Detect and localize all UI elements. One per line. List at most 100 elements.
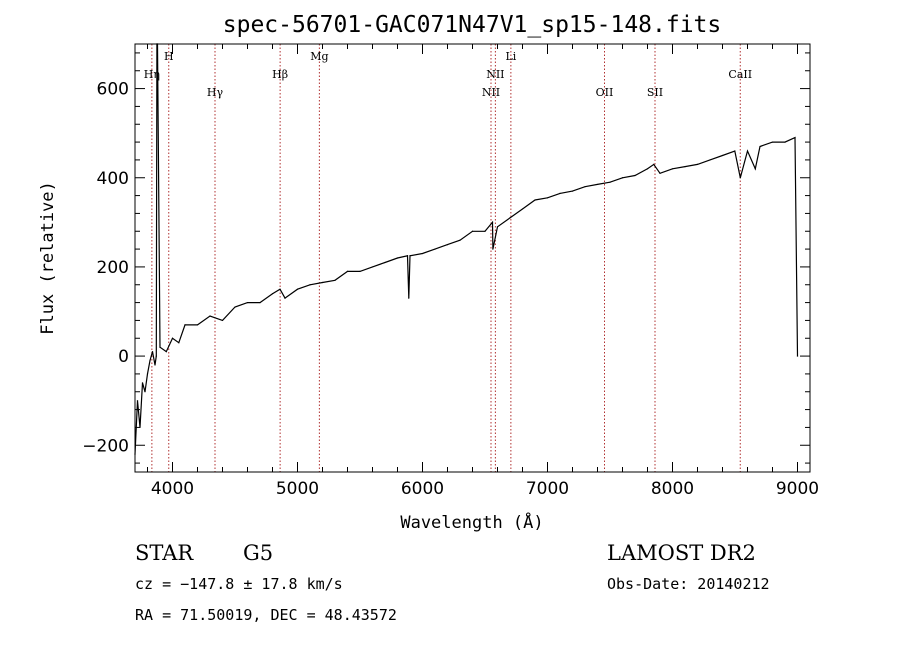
data-point <box>371 266 374 268</box>
data-point <box>334 279 336 281</box>
data-point <box>234 306 236 308</box>
y-axis-label: Flux (relative) <box>38 181 58 335</box>
x-tick-label: 7000 <box>526 479 569 499</box>
data-point <box>709 159 711 161</box>
data-point <box>151 351 154 353</box>
data-point <box>496 226 499 228</box>
data-point <box>196 324 199 326</box>
data-point <box>739 177 741 179</box>
x-tick-label: 6000 <box>401 479 444 499</box>
data-point <box>279 288 281 290</box>
data-point <box>346 270 349 272</box>
object-subclass: G5 <box>243 541 273 565</box>
spectral-line-label: Hβ <box>272 68 288 81</box>
data-point <box>165 351 167 353</box>
data-point <box>659 172 661 174</box>
x-tick-label: 4000 <box>151 479 194 499</box>
data-point <box>521 208 524 210</box>
spectral-line-label: CaII <box>728 68 752 81</box>
spectral-line-label: Hγ <box>207 86 224 99</box>
data-point <box>746 150 749 152</box>
data-point <box>609 181 611 183</box>
spectral-line-label: Mg <box>310 50 328 63</box>
data-point <box>259 301 261 304</box>
data-point <box>396 257 399 259</box>
observation-date: Obs-Date: 20140212 <box>607 575 770 593</box>
data-point <box>634 174 636 177</box>
data-point <box>759 145 761 148</box>
data-point <box>149 359 151 362</box>
data-point <box>796 355 799 357</box>
data-point <box>509 217 511 219</box>
data-point <box>446 244 449 246</box>
data-point <box>471 230 474 232</box>
data-point <box>684 166 686 168</box>
y-tick-label: 0 <box>118 347 129 367</box>
data-point <box>421 252 424 255</box>
data-point <box>653 163 655 165</box>
data-point <box>178 342 180 344</box>
data-point <box>559 192 561 194</box>
data-point <box>492 248 494 250</box>
spectral-line-label: NII <box>482 86 500 99</box>
axis-ticks: 4000 5000 6000 7000 8000 9000 −200 0 200 400 600 <box>82 44 819 499</box>
data-point <box>159 346 161 348</box>
data-point <box>459 239 461 241</box>
data-point <box>721 154 724 157</box>
y-tick-label: 200 <box>97 258 129 278</box>
data-point <box>155 355 157 357</box>
spectral-line-label: H <box>164 50 174 63</box>
x-axis-label: Wavelength (Å) <box>400 511 543 533</box>
data-point <box>534 199 536 201</box>
data-point <box>771 141 774 143</box>
spectral-line-label: Li <box>505 50 516 63</box>
data-point <box>184 324 186 326</box>
data-point <box>271 293 274 295</box>
chart-title: spec-56701-GAC071N47V1_sp15-148.fits <box>223 12 722 38</box>
spectral-line-label: SII <box>647 86 663 99</box>
data-point <box>359 270 361 272</box>
spectrum-line <box>134 43 799 455</box>
data-point <box>296 288 299 290</box>
spectral-line-label: NII <box>486 68 504 81</box>
data-point <box>546 197 549 199</box>
data-point <box>484 230 486 232</box>
data-point <box>584 186 586 188</box>
data-point <box>384 261 386 264</box>
x-tick-label: 8000 <box>651 479 694 499</box>
y-tick-label: 400 <box>97 169 129 189</box>
data-point <box>491 221 494 223</box>
data-point <box>146 373 149 375</box>
survey-name: LAMOST DR2 <box>607 541 756 565</box>
data-point <box>696 163 699 165</box>
data-point <box>144 391 146 393</box>
data-point <box>621 177 624 179</box>
data-point <box>571 190 574 192</box>
coordinates: RA = 71.50019, DEC = 48.43572 <box>135 606 397 624</box>
data-point <box>596 183 599 186</box>
data-point <box>794 137 796 139</box>
redshift-info: cz = −147.8 ± 17.8 km/s <box>135 575 343 593</box>
y-tick-label: −200 <box>82 436 129 456</box>
spectral-line-label: OII <box>596 86 614 99</box>
data-point <box>246 301 249 304</box>
data-point <box>309 284 311 286</box>
data-point <box>209 315 211 317</box>
spectrum-series <box>134 43 799 455</box>
data-point <box>671 168 674 170</box>
y-tick-label: 600 <box>97 80 129 100</box>
data-point <box>136 400 139 402</box>
data-point <box>406 255 409 257</box>
plot-frame <box>134 43 811 473</box>
data-point <box>221 319 224 322</box>
spectral-line-label: Hη <box>144 68 160 81</box>
data-point <box>734 150 736 152</box>
data-point <box>646 168 649 170</box>
data-point <box>284 297 286 299</box>
x-tick-label: 9000 <box>776 479 819 499</box>
x-tick-label: 5000 <box>276 479 319 499</box>
info-panel: STAR G5 LAMOST DR2 cz = −147.8 ± 17.8 km… <box>135 541 770 624</box>
data-point <box>141 382 144 384</box>
